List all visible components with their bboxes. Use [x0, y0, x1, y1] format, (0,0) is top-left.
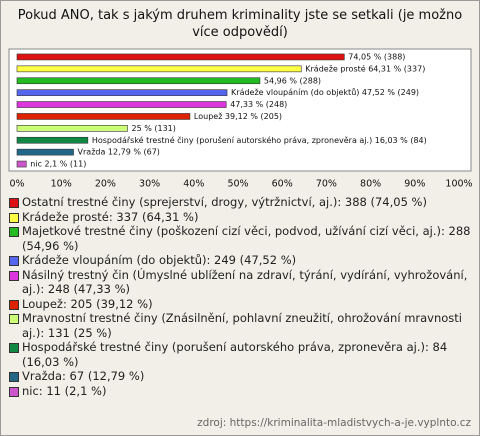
legend: Ostatní trestné činy (sprejerství, drogy…	[9, 195, 471, 398]
legend-swatch	[9, 227, 19, 237]
bar	[16, 77, 261, 85]
x-tick-label: 0%	[9, 179, 24, 190]
legend-label: Krádeže prosté: 337 (64,31 %)	[22, 209, 199, 224]
legend-item: Krádeže prosté: 337 (64,31 %)	[9, 210, 471, 225]
legend-item: Vražda: 67 (12,79 %)	[9, 369, 471, 384]
legend-label: nic: 11 (2,1 %)	[22, 383, 107, 398]
legend-item: Majetkové trestné činy (poškození cizí v…	[9, 224, 471, 253]
legend-swatch	[9, 299, 19, 310]
legend-item: Ostatní trestné činy (sprejerství, drogy…	[9, 195, 471, 210]
bar	[16, 136, 89, 144]
data-label: 47,33 % (248)	[230, 100, 287, 109]
bar	[16, 148, 74, 156]
x-tick-label: 80%	[360, 179, 381, 190]
legend-label: Násilný trestný čin (Úmyslné ublížení na…	[22, 267, 468, 297]
x-tick-label: 100%	[445, 179, 472, 190]
x-tick-label: 30%	[139, 179, 160, 190]
legend-swatch	[9, 212, 19, 223]
bar	[16, 89, 228, 96]
data-label: 25 % (131)	[132, 124, 176, 133]
x-tick-label: 20%	[95, 179, 116, 190]
legend-swatch	[9, 372, 19, 382]
bar	[16, 65, 302, 73]
data-label: Krádeže vloupáním (do objektů) 47,52 % (…	[231, 87, 419, 97]
x-tick-label: 10%	[51, 179, 72, 190]
bar	[16, 101, 227, 108]
chart-title: Pokud ANO, tak s jakým druhem kriminalit…	[17, 8, 463, 40]
data-label: Hospodářské trestné činy (porušení autor…	[92, 135, 427, 145]
data-label: nic 2,1 % (11)	[30, 160, 86, 169]
bar	[16, 125, 128, 132]
legend-label: Majetkové trestné činy (poškození cizí v…	[22, 224, 471, 253]
x-tick-label: 70%	[316, 179, 337, 190]
legend-label: Mravnostní trestné činy (Znásilnění, poh…	[22, 311, 463, 340]
legend-label: Hospodářské trestné činy (porušení autor…	[22, 340, 448, 369]
legend-swatch	[9, 256, 19, 266]
chart: 0% 10% 20% 30% 40% 50% 60% 70% 80% 90% 100% 74,05 %…	[8, 48, 473, 190]
bar	[16, 160, 27, 168]
legend-label: Loupež: 205 (39,12 %)	[22, 296, 153, 311]
legend-item: Násilný trestný čin (Úmyslné ublížení na…	[9, 268, 471, 297]
data-label: 54,96 % (288)	[264, 76, 321, 85]
legend-item: nic: 11 (2,1 %)	[9, 384, 471, 399]
data-label: Krádeže prosté 64,31 % (337)	[305, 63, 425, 73]
legend-label: Ostatní trestné činy (sprejerství, drogy…	[22, 195, 427, 209]
x-tick-label: 50%	[227, 179, 248, 190]
data-label: Vražda 12,79 % (67)	[78, 148, 160, 157]
data-label: 74,05 % (388)	[348, 52, 405, 61]
bar	[16, 113, 191, 120]
legend-item: Loupež: 205 (39,12 %)	[9, 297, 471, 312]
legend-swatch	[9, 198, 19, 208]
legend-swatch	[9, 314, 19, 324]
legend-label: Krádeže vloupáním (do objektů): 249 (47,…	[22, 253, 297, 267]
data-label: Loupež 39,12 % (205)	[194, 112, 282, 121]
legend-item: Mravnostní trestné činy (Znásilnění, poh…	[9, 311, 471, 340]
x-tick-label: 60%	[272, 179, 293, 190]
legend-item: Krádeže vloupáním (do objektů): 249 (47,…	[9, 253, 471, 268]
x-tick-label: 90%	[404, 179, 425, 190]
legend-label: Vražda: 67 (12,79 %)	[22, 369, 145, 383]
x-tick-label: 40%	[183, 179, 204, 190]
legend-swatch	[9, 386, 19, 397]
legend-swatch	[9, 343, 19, 353]
legend-item: Hospodářské trestné činy (porušení autor…	[9, 340, 471, 369]
source: zdroj: https://kriminalita-mladistvych-a…	[197, 417, 471, 429]
legend-swatch	[9, 270, 19, 281]
bar	[16, 53, 345, 61]
